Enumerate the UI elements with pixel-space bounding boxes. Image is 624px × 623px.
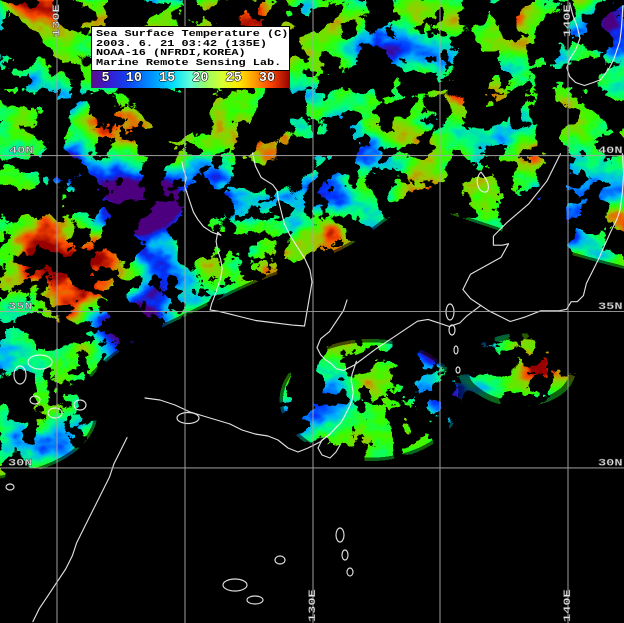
svg-text:140E: 140E <box>561 4 573 37</box>
svg-text:40N: 40N <box>9 145 34 157</box>
svg-text:30N: 30N <box>598 457 623 469</box>
svg-text:30N: 30N <box>8 457 33 469</box>
svg-text:130E: 130E <box>306 589 318 622</box>
svg-text:40N: 40N <box>598 145 623 157</box>
svg-text:35N: 35N <box>598 300 623 312</box>
svg-text:140E: 140E <box>561 589 573 622</box>
svg-text:130E: 130E <box>50 4 62 37</box>
svg-text:35N: 35N <box>8 300 33 312</box>
